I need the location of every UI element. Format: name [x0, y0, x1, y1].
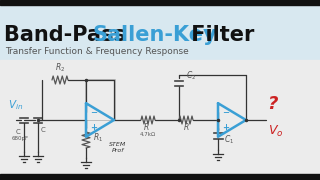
Bar	[0, 5, 320, 60]
Bar	[0, 174, 320, 180]
Text: $R$: $R$	[183, 121, 189, 132]
Text: Filter: Filter	[184, 25, 254, 45]
Text: −: −	[222, 108, 229, 117]
Text: C: C	[41, 127, 45, 133]
Text: $R_1$: $R_1$	[93, 131, 103, 143]
Text: −: −	[90, 108, 97, 117]
Text: $C_2$: $C_2$	[186, 69, 196, 82]
Bar	[0, 0, 320, 5]
Text: ?: ?	[267, 95, 277, 113]
Text: 4.7kΩ: 4.7kΩ	[140, 132, 156, 137]
Text: Sallen-Key: Sallen-Key	[93, 25, 218, 45]
Bar	[85, 79, 115, 120]
Text: STEM
Prof: STEM Prof	[109, 142, 127, 153]
Text: $C_1$: $C_1$	[224, 133, 234, 145]
Text: $R$: $R$	[143, 121, 149, 132]
Text: $R_2$: $R_2$	[55, 62, 65, 75]
Bar	[0, 60, 320, 175]
Text: Band-Pass: Band-Pass	[4, 25, 133, 45]
Text: Transfer Function & Frequency Response: Transfer Function & Frequency Response	[5, 48, 189, 57]
Text: +: +	[90, 123, 97, 132]
Text: $V_o$: $V_o$	[268, 124, 284, 139]
Text: C: C	[16, 129, 20, 135]
Text: 680pF: 680pF	[12, 136, 28, 141]
Text: $V_{in}$: $V_{in}$	[8, 98, 23, 112]
Text: +: +	[222, 123, 229, 132]
